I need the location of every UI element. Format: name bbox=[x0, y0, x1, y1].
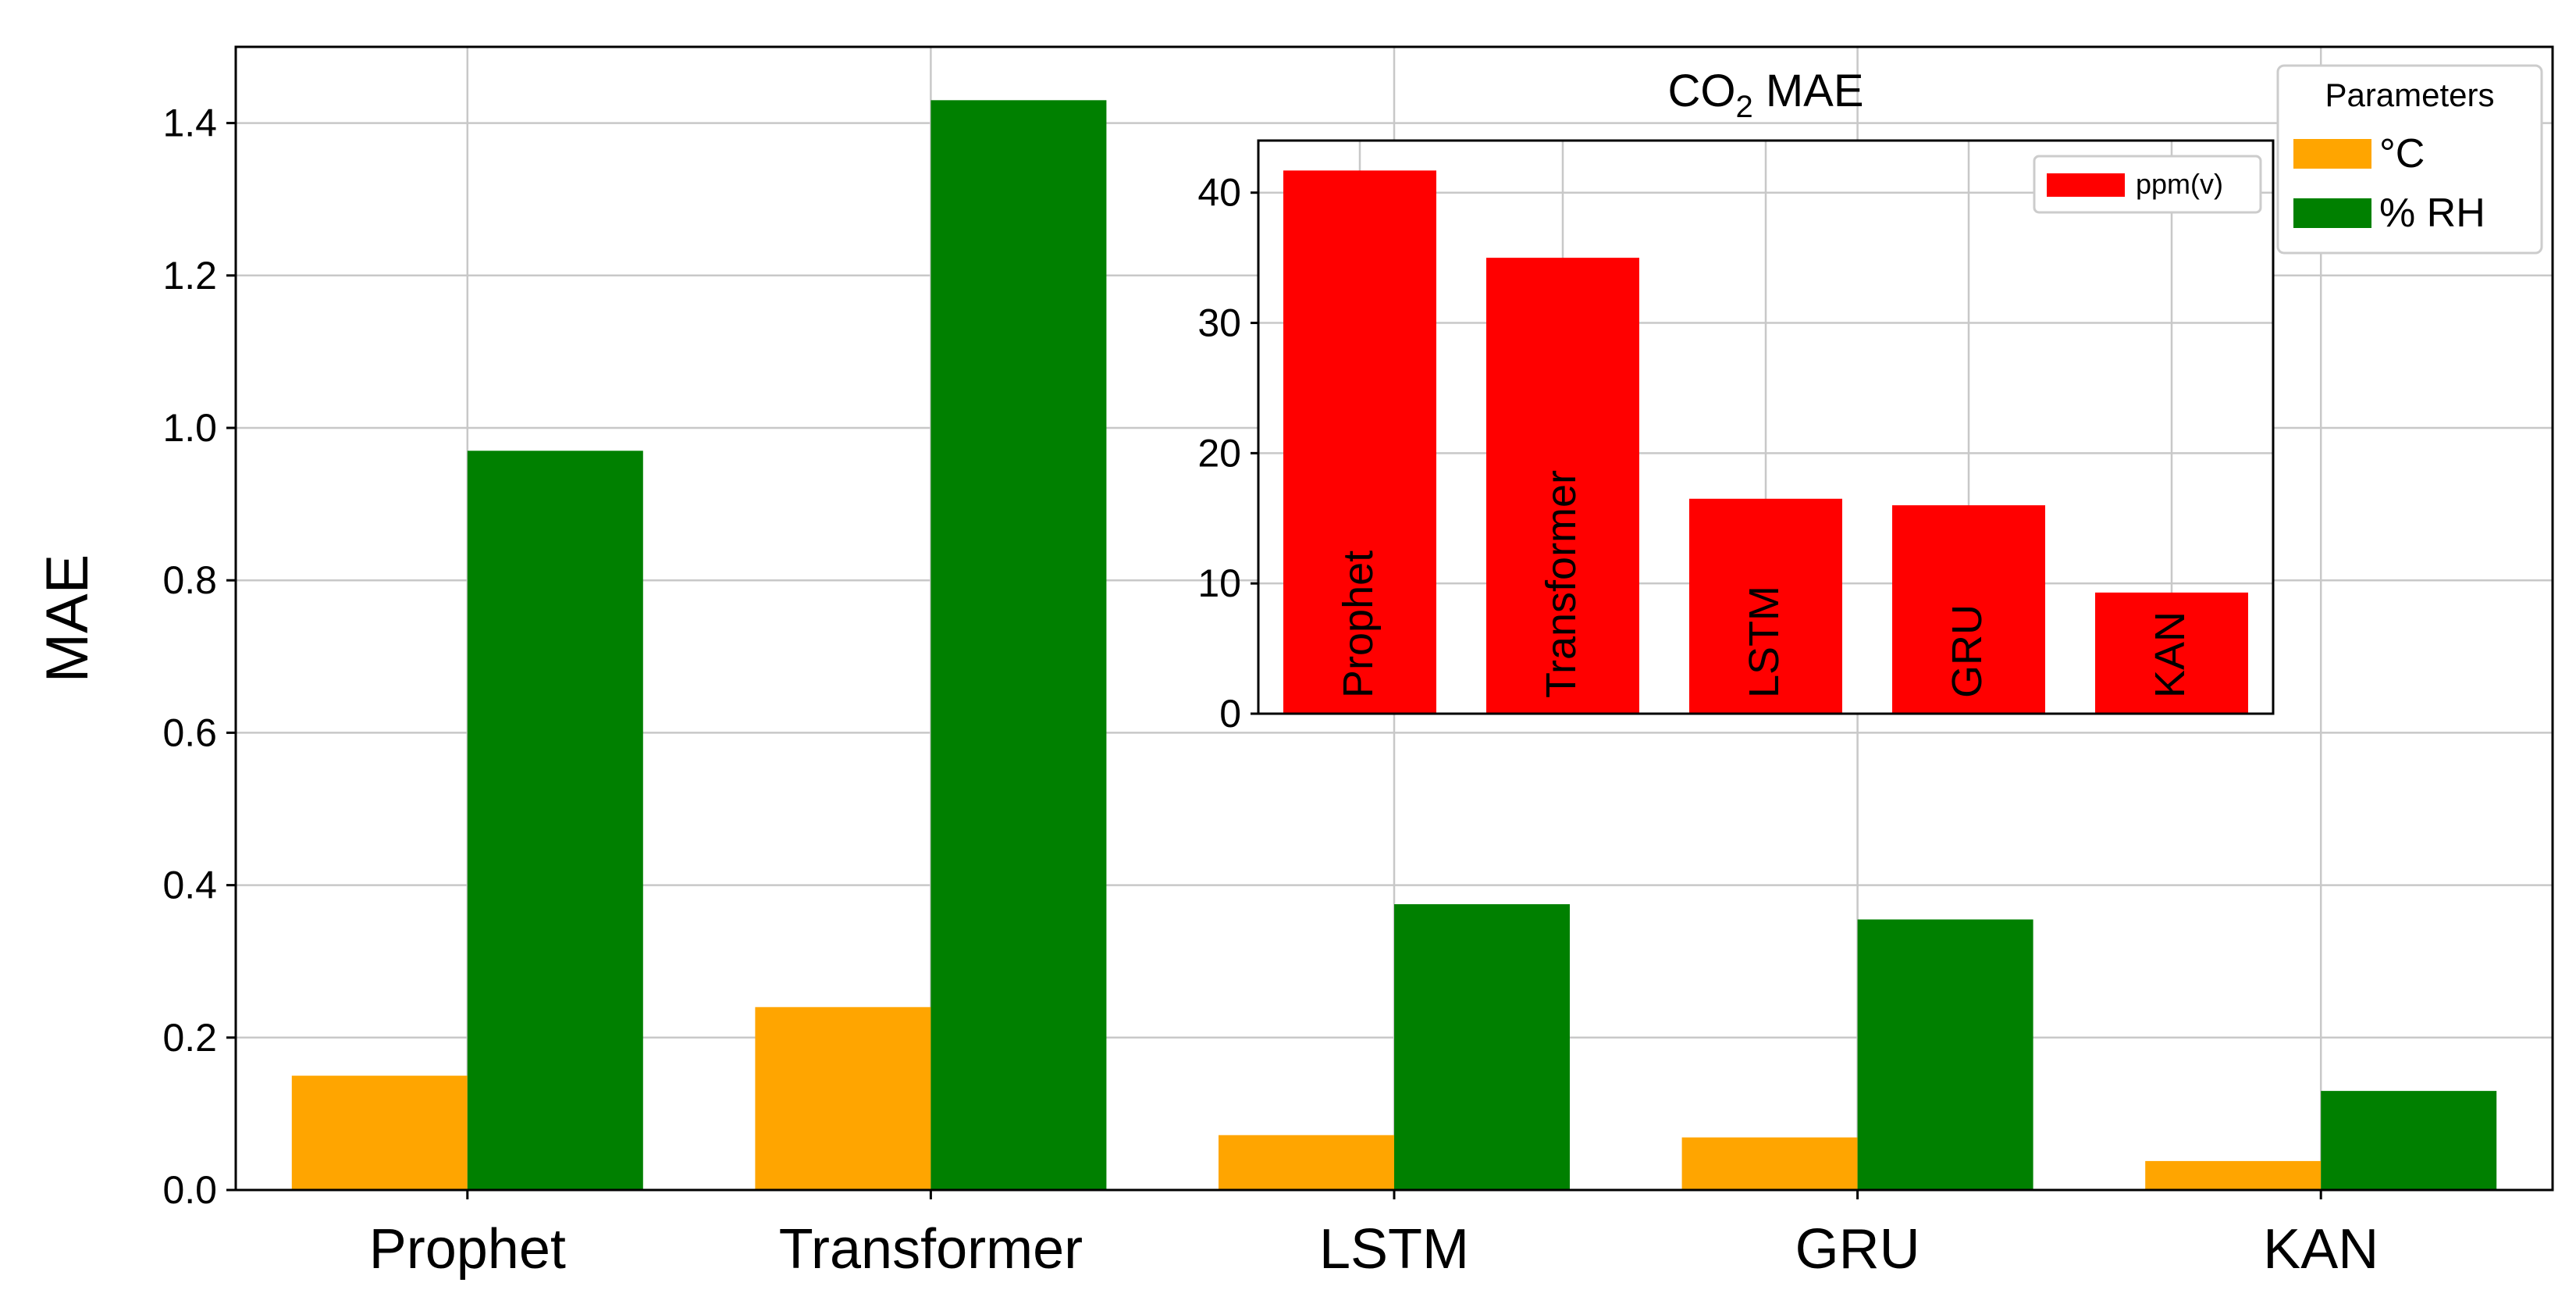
main-xtick-label: Prophet bbox=[369, 1218, 566, 1281]
inset-bar bbox=[1892, 505, 2045, 714]
main-xtick-label: Transformer bbox=[779, 1218, 1083, 1281]
main-ylabel: MAE bbox=[34, 554, 101, 683]
main-bar-rh bbox=[1394, 904, 1570, 1190]
main-axes-frame bbox=[234, 45, 2554, 1192]
inset-title: CO2 MAE bbox=[1667, 66, 1863, 124]
main-ytick-label: 1.2 bbox=[162, 254, 217, 297]
main-bar-celsius bbox=[1219, 1135, 1394, 1190]
inset-bar-label: LSTM bbox=[1741, 586, 1788, 698]
inset-bar-label: KAN bbox=[2147, 611, 2194, 698]
main-bar-rh bbox=[1857, 919, 2033, 1190]
inset-bar-label: Prophet bbox=[1335, 550, 1382, 698]
inset-ytick-label: 0 bbox=[1219, 692, 1241, 736]
inset-bar-label: GRU bbox=[1944, 604, 1991, 698]
main-bar-celsius bbox=[2145, 1160, 2322, 1190]
inset-legend-box bbox=[2033, 155, 2262, 214]
main-ytick-label: 1.0 bbox=[162, 406, 217, 450]
main-bar-rh bbox=[2321, 1091, 2497, 1190]
inset-ytick-label: 40 bbox=[1197, 171, 1241, 215]
main-ytick-label: 0.4 bbox=[162, 864, 217, 907]
inset-bar bbox=[1283, 170, 1436, 714]
inset-legend-swatch bbox=[2047, 173, 2125, 197]
main-bar-celsius bbox=[1681, 1137, 1858, 1190]
main-ytick-label: 0.6 bbox=[162, 711, 217, 754]
main-bar-rh bbox=[930, 100, 1107, 1190]
inset-chart: 0 10 20 30 40 Prophet Transformer LSTM GRU KAN CO2… bbox=[1197, 66, 2275, 736]
inset-bar-label: Transformer bbox=[1538, 470, 1585, 698]
main-legend-label: % RH bbox=[2379, 191, 2485, 236]
main-xtick-label: LSTM bbox=[1319, 1218, 1469, 1281]
main-chart: 0.0 0.2 0.4 0.6 0.8 1.0 1.2 1.4 Prophet Transform… bbox=[34, 45, 2554, 1281]
inset-ytick-label: 30 bbox=[1197, 301, 1241, 345]
inset-legend-label: ppm(v) bbox=[2136, 168, 2223, 200]
main-legend-label: °C bbox=[2379, 131, 2425, 176]
inset-bars: Prophet Transformer LSTM GRU KAN bbox=[1283, 170, 2248, 714]
main-bar-celsius bbox=[291, 1075, 468, 1190]
main-bar-rh bbox=[467, 451, 643, 1190]
main-ytick-label: 1.4 bbox=[162, 102, 217, 145]
inset-bar bbox=[2095, 592, 2248, 714]
main-bar-celsius bbox=[755, 1007, 931, 1190]
main-ytick-label: 0.8 bbox=[162, 558, 217, 602]
main-legend-swatch bbox=[2293, 198, 2371, 228]
inset-bar bbox=[1486, 258, 1639, 714]
main-ytick-label: 0.0 bbox=[162, 1168, 217, 1212]
main-bars bbox=[291, 100, 2497, 1190]
inset-ytick-label: 20 bbox=[1197, 431, 1241, 475]
main-xtick-label: KAN bbox=[2263, 1218, 2379, 1281]
inset-bar bbox=[1689, 498, 1842, 714]
main-ytick-label: 0.2 bbox=[162, 1016, 217, 1060]
main-xtick-label: GRU bbox=[1795, 1218, 1920, 1281]
main-legend-title: Parameters bbox=[2325, 77, 2494, 113]
inset-legend: ppm(v) bbox=[2033, 155, 2262, 214]
main-legend-swatch bbox=[2293, 139, 2371, 169]
inset-ytick-label: 10 bbox=[1197, 561, 1241, 605]
main-legend: Parameters °C % RH bbox=[2276, 64, 2543, 255]
inset-axes-frame bbox=[1257, 139, 2275, 715]
